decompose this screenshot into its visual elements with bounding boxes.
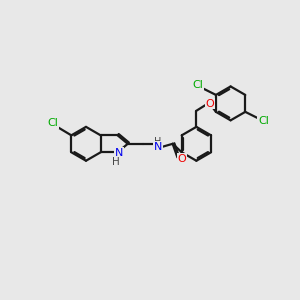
Text: H: H [154, 137, 162, 147]
Text: H: H [112, 157, 120, 167]
Text: Cl: Cl [48, 118, 58, 128]
Text: N: N [154, 142, 162, 152]
Text: Cl: Cl [192, 80, 203, 90]
Text: O: O [206, 98, 214, 109]
Text: N: N [115, 148, 123, 158]
Text: O: O [178, 154, 186, 164]
Text: Cl: Cl [258, 116, 269, 126]
